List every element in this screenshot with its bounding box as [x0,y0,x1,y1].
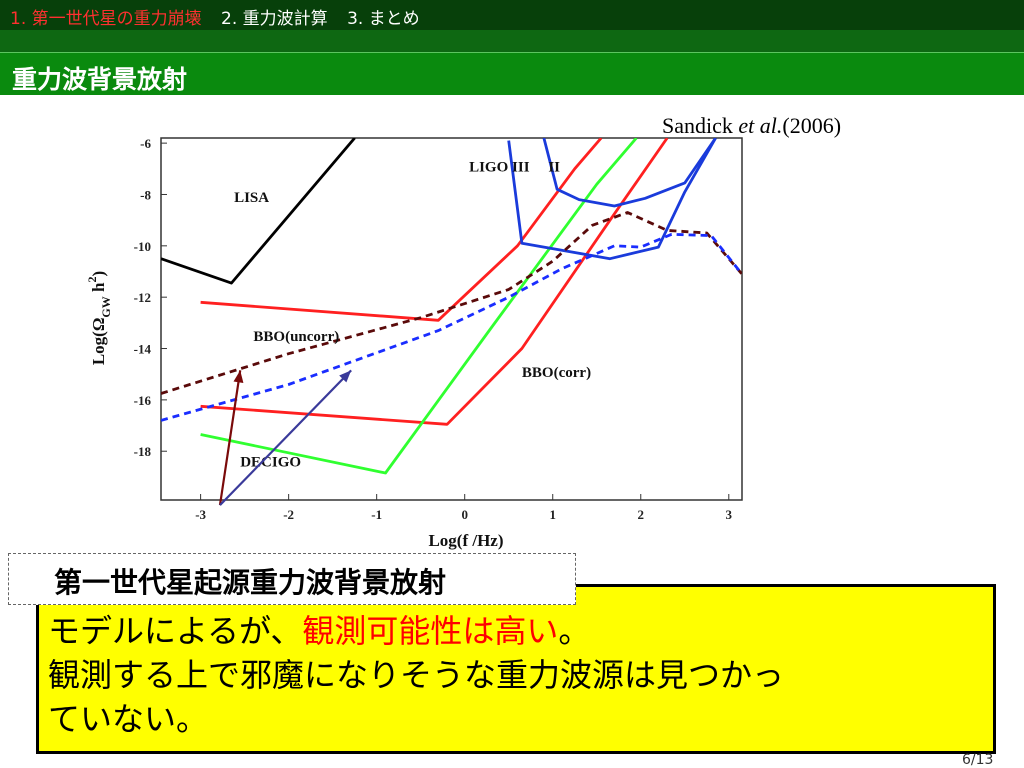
plot-frame [160,137,743,501]
pointer-arrow-line [219,369,352,506]
series-layer [161,138,742,475]
y-label-sub: GW [99,296,113,317]
callout-box [8,553,576,605]
y-tick-label: -16 [134,393,152,408]
pointer-arrow-head [233,370,244,383]
y-tick-label: -6 [140,136,151,151]
x-tick-label: -3 [195,507,206,522]
summary-line-1b: 。 [558,612,591,650]
curve-labels: LISA LIGO III II BBO(uncorr) BBO(corr) DECIGO [234,159,591,470]
curve-label: BBO(uncorr) [253,329,339,345]
page-number: 6/13 [962,752,994,768]
series-line-5 [542,138,717,208]
x-tick-label: 1 [549,507,556,522]
y-axis-label: Log(ΩGW h2) [85,271,113,365]
curve-label: II [548,159,560,175]
y-tick-label: -10 [134,239,151,254]
header-stripe [0,30,1024,52]
series-line-4 [507,138,717,261]
summary-line-3: ていない。 [48,700,209,738]
summary-line-2: 観測する上で邪魔になりそうな重力波源は見つかっ [48,656,785,694]
summary-box [36,584,996,754]
series-line-6 [161,211,742,395]
summary-highlight: 観測可能性は高い [302,612,559,650]
title-bar: 重力波背景放射 [0,52,1024,95]
nav-item-3[interactable]: 3. まとめ [347,9,420,29]
curve-label: BBO(corr) [522,365,591,381]
y-label-main: Log(Ω [89,318,108,366]
y-tick-label: -14 [134,342,152,357]
curve-label: LISA [234,190,269,206]
pointer-arrow-head [339,370,352,383]
y-label-tail: h [89,282,108,296]
series-line-2 [200,138,669,426]
citation-author: Sandick [662,113,739,138]
summary-text: モデルによるが、観測可能性は高い。 観測する上で邪魔になりそうな重力波源は見つか… [48,609,978,741]
y-tick-label: -18 [134,444,152,459]
pointer-arrow-line [218,370,242,506]
citation: Sandick et al.(2006) [662,113,841,139]
slide-title: 重力波背景放射 [12,65,188,94]
x-tick-label: 3 [726,507,733,522]
citation-etal: et al. [738,113,783,138]
y-label-sup: 2 [85,276,99,282]
citation-year: (2006) [782,113,842,138]
series-line-7 [161,232,742,422]
y-tick-label: -12 [134,290,151,305]
summary-line-1: モデルによるが、観測可能性は高い。 [48,609,978,653]
summary-line-1a: モデルによるが、 [48,612,303,650]
series-line-1 [200,138,603,322]
series-line-3 [200,138,638,475]
curve-label: DECIGO [240,455,301,471]
x-tick-label: 2 [638,507,645,522]
y-label-close: ) [89,271,108,277]
x-tick-label: 0 [461,507,468,522]
nav-item-2[interactable]: 2. 重力波計算 [221,9,328,29]
x-tick-label: -1 [371,507,382,522]
nav-item-1[interactable]: 1. 第一世代星の重力崩壊 [10,9,202,29]
y-tick-label: -8 [140,187,151,202]
top-nav-bar: 1. 第一世代星の重力崩壊 2. 重力波計算 3. まとめ [0,0,1024,30]
section-nav: 1. 第一世代星の重力崩壊 2. 重力波計算 3. まとめ [10,4,434,29]
x-axis-label: Log(f /Hz) [428,531,503,550]
callout-label: 第一世代星起源重力波背景放射 [54,566,447,599]
curve-label: LIGO III [469,159,530,175]
tick-marks: -3 -2 -1 0 1 2 3-6-8-10-12-14-16-18 [134,136,733,522]
x-tick-label: -2 [283,507,294,522]
series-line-0 [161,138,356,285]
pointer-arrows [218,369,352,506]
